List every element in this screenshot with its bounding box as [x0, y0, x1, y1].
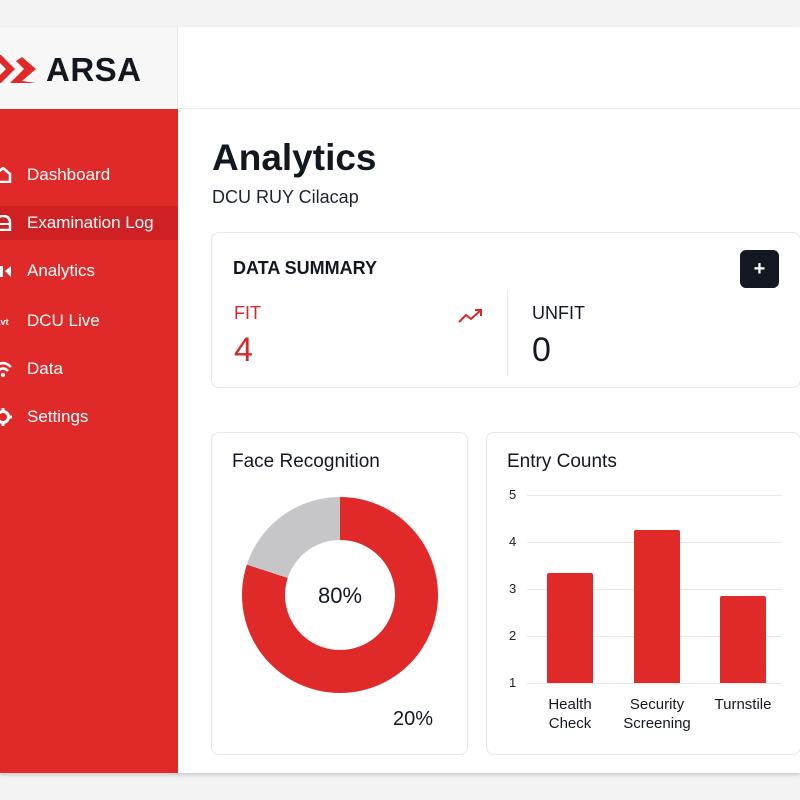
y-tick-label: 2 [509, 628, 517, 643]
unfit-label: UNFIT [532, 303, 585, 323]
donut-center-label: 80% [317, 583, 363, 608]
x-tick-label: Security Screening [623, 696, 691, 732]
log-icon [0, 214, 12, 232]
gear-icon [0, 408, 12, 426]
app-window: ARSA Dashboard Examination Log Analytics… [0, 27, 800, 773]
y-tick-label: 1 [509, 675, 517, 690]
unfit-value: 0 [532, 331, 551, 369]
entry-counts-card: Entry Counts 1 2 3 4 5 Health Check Security Scr… [486, 432, 800, 755]
add-button[interactable]: + [740, 250, 779, 288]
app-name: ARSA [46, 51, 142, 88]
bar-chart: 1 2 3 4 5 Health Check Security Screening Turnsti… [487, 433, 800, 756]
y-tick-label: 3 [509, 581, 517, 596]
sidebar-item-label: Analytics [27, 261, 96, 280]
x-tick-label: Turnstile [714, 696, 772, 713]
bar[interactable] [547, 572, 593, 683]
sidebar-item-label: Data [27, 359, 63, 378]
analytics-icon [0, 262, 12, 280]
fit-label: FIT [234, 303, 261, 323]
top-bar [178, 27, 800, 109]
sidebar-item-label: Dashboard [27, 165, 111, 184]
logo-area: ARSA [0, 27, 178, 109]
svg-text:Lvt: Lvt [0, 317, 9, 327]
card-title: Entry Counts [507, 451, 617, 472]
home-icon [0, 166, 12, 184]
y-tick-label: 5 [509, 487, 517, 502]
sidebar-item-dashboard[interactable]: Dashboard [0, 158, 178, 192]
sidebar-item-analytics[interactable]: Analytics [0, 254, 178, 288]
sidebar-item-settings[interactable]: Settings [0, 400, 178, 434]
card-title: DATA SUMMARY [233, 258, 377, 278]
live-icon: Lvt [0, 312, 12, 330]
gridline [527, 495, 782, 496]
page-title: Analytics [212, 137, 377, 178]
gridline [527, 683, 782, 684]
card-title: Face Recognition [232, 451, 380, 472]
y-tick-label: 4 [509, 534, 517, 549]
sidebar-item-label: Examination Log [27, 213, 154, 232]
sidebar-item-examination-log[interactable]: Examination Log [0, 206, 178, 240]
sidebar-item-dcu-live[interactable]: Lvt DCU Live [0, 304, 178, 338]
divider [507, 290, 508, 376]
bar[interactable] [720, 596, 766, 683]
sidebar: Dashboard Examination Log Analytics Lvt … [0, 109, 178, 773]
trend-up-icon [458, 309, 482, 323]
donut-hole [285, 540, 395, 650]
donut-outer-label: 20% [393, 708, 434, 730]
sidebar-item-data[interactable]: Data [0, 352, 178, 386]
data-summary-card: DATA SUMMARY + FIT 4 UNFIT 0 [211, 232, 800, 388]
face-recognition-card: Face Recognition 80% 20% [211, 432, 468, 755]
wifi-icon [0, 360, 12, 378]
x-tick-label: Health Check [548, 696, 592, 732]
sidebar-item-label: Settings [27, 407, 89, 426]
main-content: Analytics DCU RUY Cilacap DATA SUMMARY +… [178, 109, 800, 773]
arsa-logo-icon [0, 55, 36, 83]
fit-value: 4 [234, 331, 253, 369]
page-subtitle: DCU RUY Cilacap [212, 187, 359, 207]
sidebar-item-label: DCU Live [27, 311, 100, 330]
bar[interactable] [634, 530, 680, 683]
